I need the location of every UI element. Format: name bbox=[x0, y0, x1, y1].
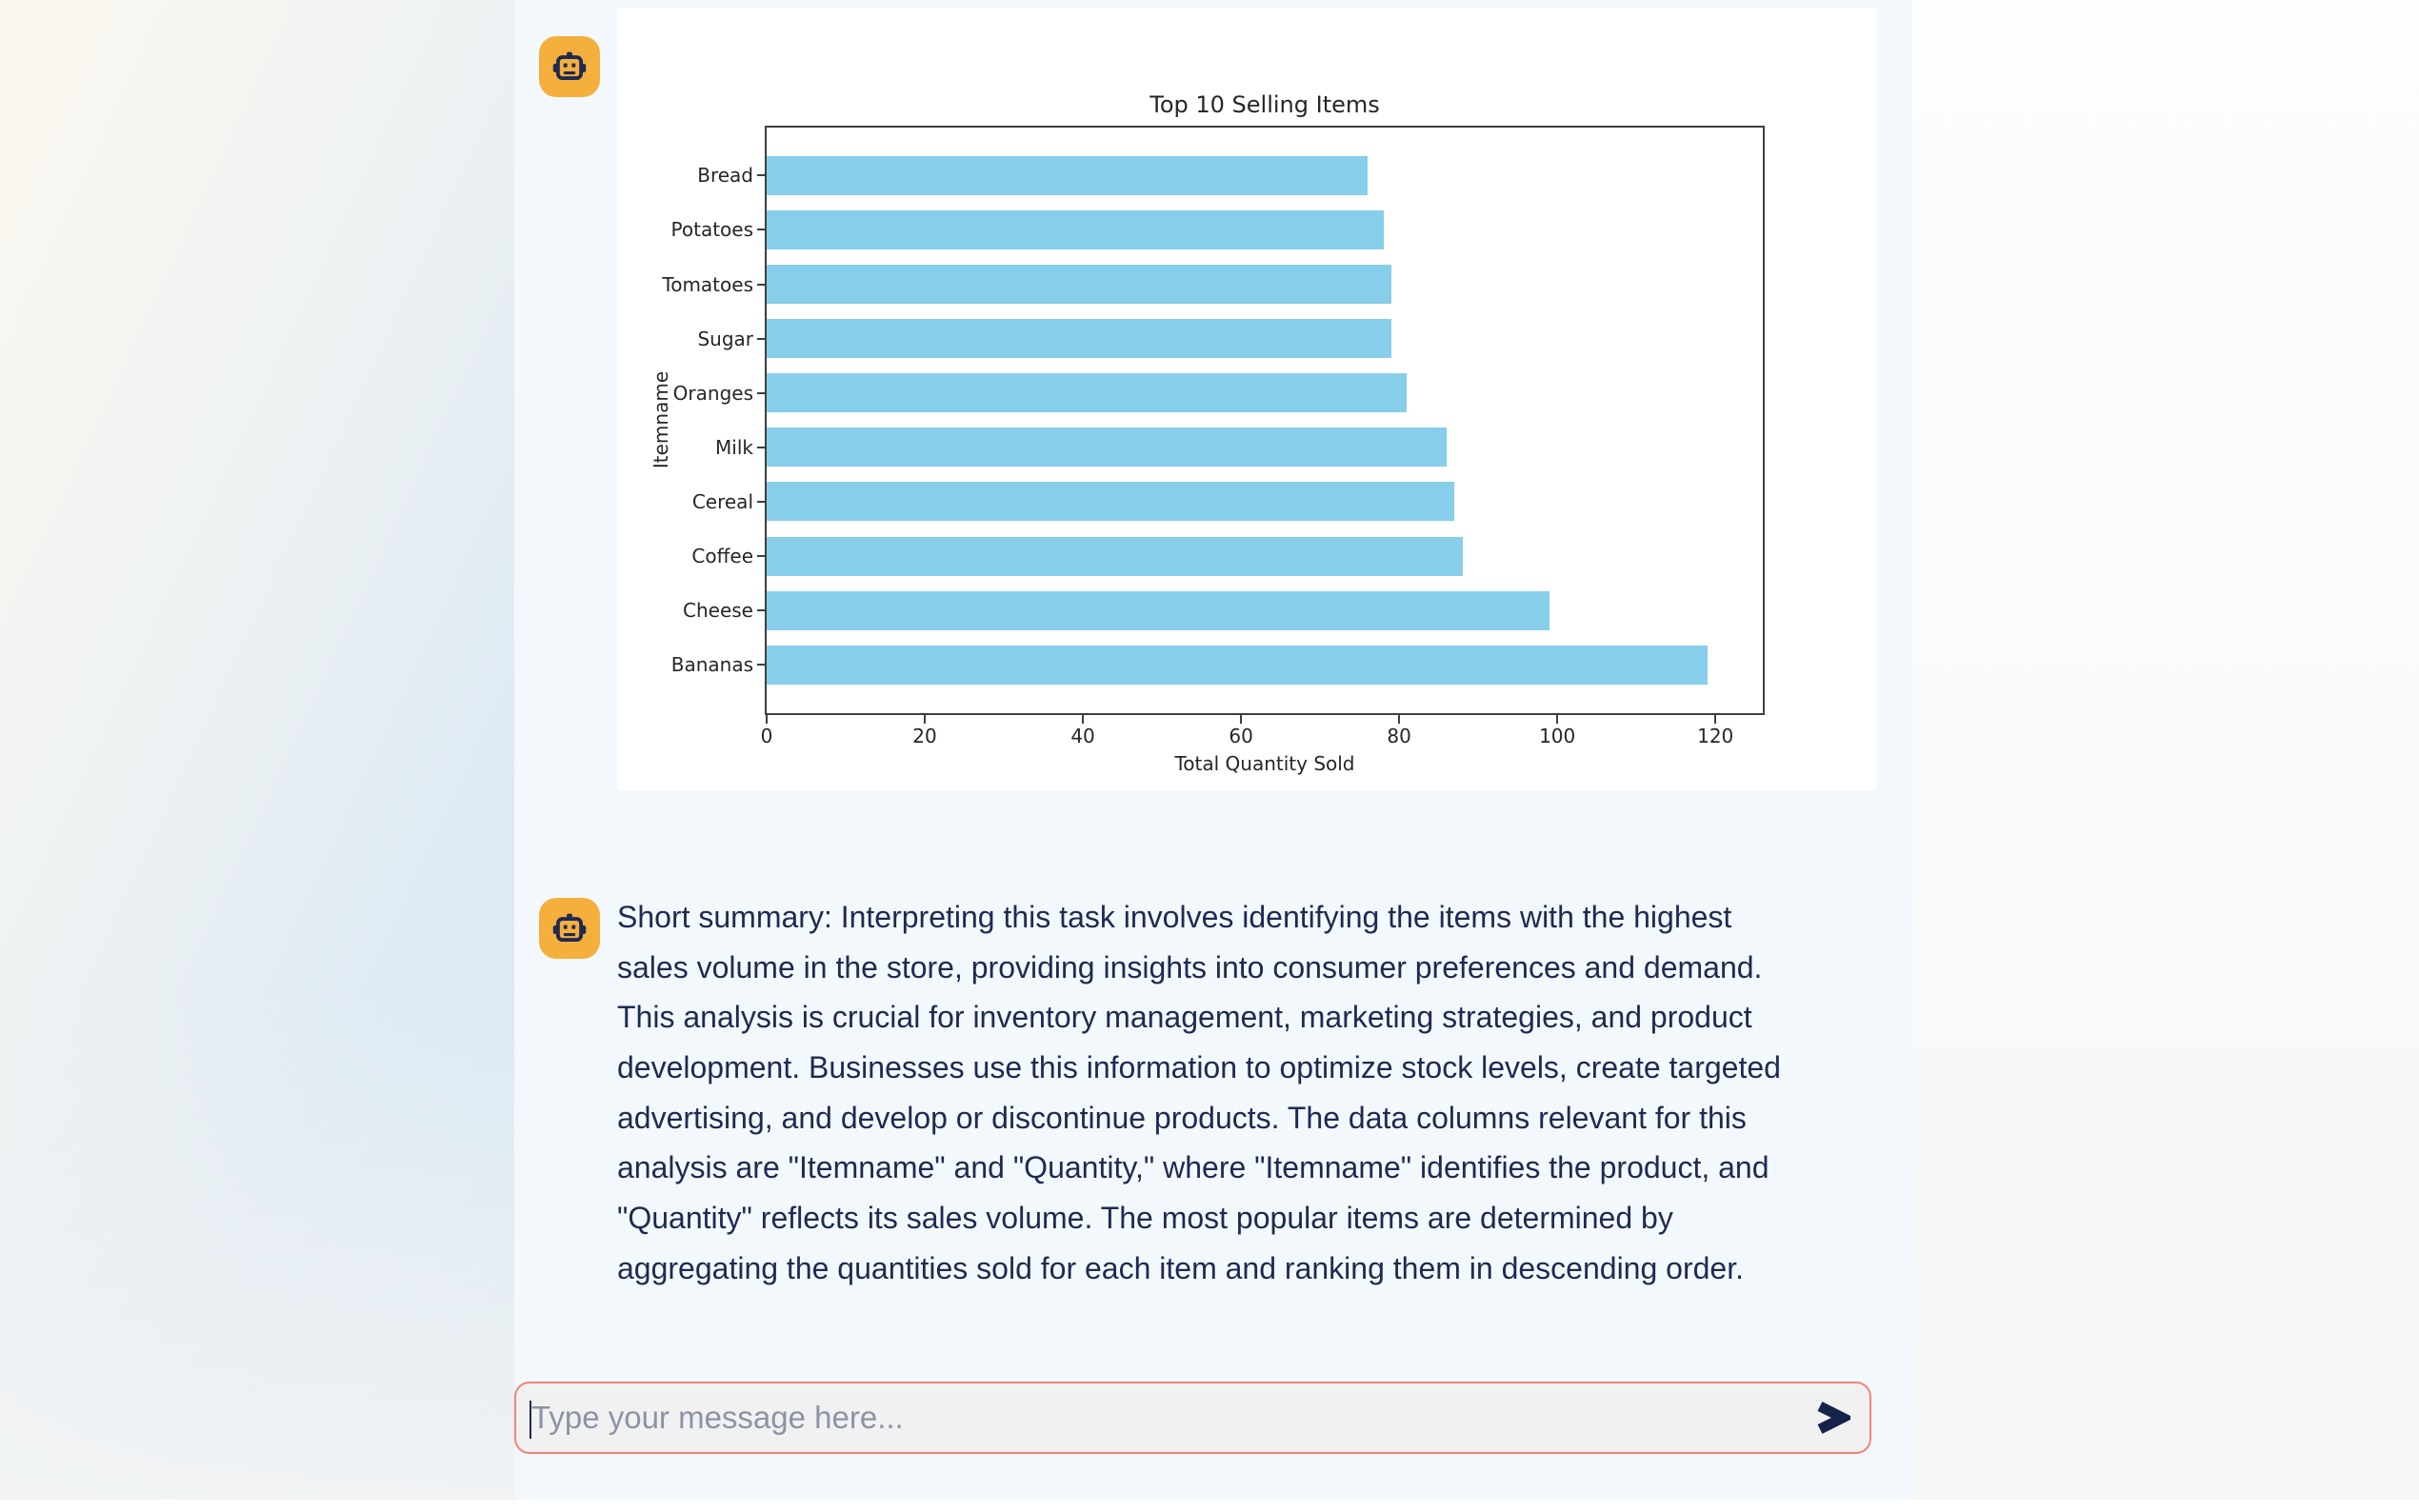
ytick-mark bbox=[757, 174, 767, 177]
summary-line: This analysis is crucial for inventory m… bbox=[617, 1000, 1752, 1035]
bottom-white-strip bbox=[0, 1500, 2419, 1512]
right-background bbox=[1911, 0, 2419, 1512]
ytick-label: Cheese bbox=[683, 599, 753, 623]
bot-avatar bbox=[539, 36, 600, 97]
message-input-bar[interactable] bbox=[514, 1382, 1871, 1454]
bar-cereal bbox=[767, 482, 1455, 522]
xtick-mark bbox=[1082, 715, 1085, 724]
robot-icon bbox=[552, 51, 587, 81]
chart-title: Top 10 Selling Items bbox=[1150, 91, 1380, 118]
bar-potatoes bbox=[767, 209, 1384, 249]
summary-line: "Quantity" reflects its sales volume. Th… bbox=[617, 1201, 1673, 1236]
xtick-label: 60 bbox=[1229, 725, 1253, 747]
robot-icon bbox=[552, 913, 587, 943]
bar-coffee bbox=[767, 536, 1463, 576]
xtick-mark bbox=[924, 715, 927, 724]
bot-summary-message: Short summary: Interpreting this task in… bbox=[617, 892, 1917, 1294]
ytick-label: Bananas bbox=[670, 653, 753, 677]
ytick-mark bbox=[757, 391, 767, 394]
summary-line: advertising, and develop or discontinue … bbox=[617, 1100, 1747, 1135]
xtick-label: 0 bbox=[760, 725, 773, 747]
ytick-mark bbox=[757, 664, 767, 666]
bot-avatar bbox=[539, 898, 600, 959]
summary-line: sales volume in the store, providing ins… bbox=[617, 949, 1763, 985]
chart-figure: Top 10 Selling Items Total Quantity Sold… bbox=[617, 8, 1876, 790]
ytick-label: Milk bbox=[715, 435, 753, 459]
text-caret bbox=[530, 1401, 531, 1439]
ytick-mark bbox=[757, 500, 767, 503]
bar-milk bbox=[767, 428, 1447, 468]
ytick-mark bbox=[757, 446, 767, 448]
xtick-label: 100 bbox=[1539, 725, 1576, 747]
send-arrow-icon bbox=[1817, 1402, 1850, 1434]
left-gradient-background bbox=[0, 0, 514, 1512]
xtick-label: 80 bbox=[1387, 725, 1411, 747]
bar-bread bbox=[767, 155, 1368, 195]
bar-tomatoes bbox=[767, 265, 1391, 304]
ytick-label: Bread bbox=[697, 164, 753, 188]
xtick-label: 20 bbox=[912, 725, 937, 747]
ytick-label: Oranges bbox=[672, 381, 753, 405]
xtick-mark bbox=[1714, 715, 1717, 724]
bar-sugar bbox=[767, 319, 1391, 359]
send-button[interactable] bbox=[1812, 1401, 1850, 1435]
ytick-mark bbox=[757, 337, 767, 340]
ytick-label: Cereal bbox=[691, 489, 753, 513]
xtick-mark bbox=[766, 715, 768, 724]
xtick-label: 120 bbox=[1697, 725, 1734, 747]
chart-ylabel: Itemname bbox=[650, 370, 672, 469]
ytick-mark bbox=[757, 283, 767, 286]
ytick-label: Potatoes bbox=[670, 218, 753, 242]
summary-line: analysis are "Itemname" and "Quantity," … bbox=[617, 1150, 1769, 1185]
ytick-mark bbox=[757, 555, 767, 557]
xtick-mark bbox=[1240, 715, 1243, 724]
message-input[interactable] bbox=[516, 1383, 1869, 1452]
summary-line: development. Businesses use this informa… bbox=[617, 1050, 1781, 1085]
ytick-mark bbox=[757, 609, 767, 612]
xtick-mark bbox=[1398, 715, 1401, 724]
chart-xlabel: Total Quantity Sold bbox=[1174, 752, 1355, 775]
summary-line: Short summary: Interpreting this task in… bbox=[617, 900, 1732, 934]
bar-bananas bbox=[767, 645, 1708, 685]
ytick-mark bbox=[757, 229, 767, 231]
xtick-label: 40 bbox=[1070, 725, 1095, 747]
summary-line: aggregating the quantities sold for each… bbox=[617, 1250, 1744, 1285]
plot-area bbox=[765, 126, 1765, 715]
ytick-label: Tomatoes bbox=[662, 272, 753, 296]
ytick-label: Sugar bbox=[697, 327, 753, 350]
bar-cheese bbox=[767, 590, 1549, 630]
ytick-label: Coffee bbox=[691, 545, 753, 567]
xtick-mark bbox=[1556, 715, 1559, 724]
bar-oranges bbox=[767, 373, 1408, 413]
